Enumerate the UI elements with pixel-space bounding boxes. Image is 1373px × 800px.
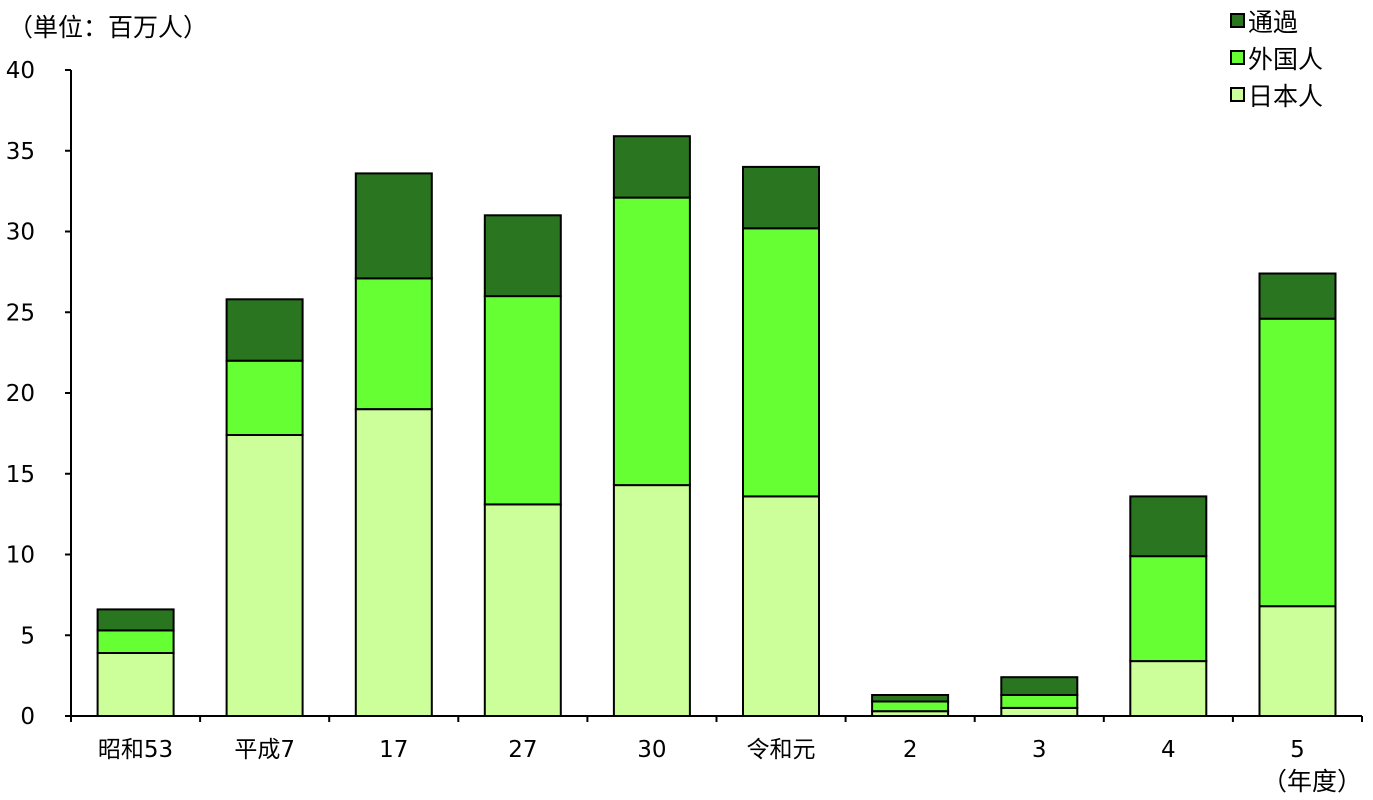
bar-segment-foreign [96,629,175,655]
bar-segment-transit [96,608,175,632]
bar-segment-transit [1258,272,1337,320]
x-category-label: 30 [637,737,666,763]
bar-segment-transit [483,214,562,298]
bar-segment-foreign [612,196,691,487]
bar-segment-japanese [1129,660,1208,717]
y-tick-label: 15 [6,462,35,488]
y-tick-label: 25 [6,300,35,326]
y-tick-label: 40 [6,58,35,84]
bar-segment-japanese [1000,706,1079,718]
bar-segment-transit [225,298,304,362]
y-tick-label: 35 [6,139,35,165]
bar-segment-foreign [1129,555,1208,663]
x-category-label: 令和元 [747,737,816,763]
y-tick-label: 30 [6,220,35,246]
x-category-label: 17 [379,737,408,763]
x-category-label: 4 [1161,737,1176,763]
bar-segment-japanese [225,434,304,717]
y-tick-label: 0 [20,704,35,730]
bar-segment-foreign [871,700,950,713]
bar-segment-foreign [1258,317,1337,608]
bar-segment-japanese [96,652,175,717]
legend-item-foreign: 外国人 [1230,39,1323,76]
y-unit-label: （単位：百万人） [8,13,209,42]
bar-segment-japanese [612,484,691,717]
y-tick-label: 20 [6,381,35,407]
y-tick-label: 10 [6,543,35,569]
x-category-label: 3 [1032,737,1047,763]
bar-segment-foreign [483,295,562,506]
bar-segment-transit [354,172,433,280]
legend-label-japanese: 日本人 [1248,81,1324,111]
legend-swatch-transit [1230,13,1245,28]
legend-swatch-japanese [1230,87,1245,102]
x-unit-label: （年度） [1262,767,1363,796]
legend-label-transit: 通過 [1248,7,1299,37]
x-category-label: 27 [508,737,537,763]
legend-item-transit: 通過 [1230,2,1323,39]
bar-segment-transit [1129,495,1208,558]
legend: 通過 外国人 日本人 [1230,2,1323,113]
x-category-label: 5 [1290,737,1305,763]
bar-segment-transit [612,135,691,199]
x-category-label: 昭和53 [98,737,173,763]
bar-segment-transit [871,694,950,703]
x-category-label: 2 [903,737,918,763]
bar-segment-japanese [742,495,820,717]
bar-segment-transit [1000,676,1079,697]
legend-swatch-foreign [1230,50,1245,65]
x-category-label: 平成7 [234,737,295,763]
y-tick-label: 5 [20,623,35,649]
legend-item-japanese: 日本人 [1230,76,1323,113]
legend-label-foreign: 外国人 [1248,44,1324,74]
bar-segment-foreign [1000,694,1079,709]
bar-segment-transit [742,165,820,230]
bar-segment-foreign [354,277,433,411]
bar-segment-foreign [742,227,820,498]
bar-segment-japanese [354,408,433,717]
bar-segment-japanese [483,503,562,717]
bar-segment-foreign [225,359,304,437]
bar-segment-japanese [1258,605,1337,718]
